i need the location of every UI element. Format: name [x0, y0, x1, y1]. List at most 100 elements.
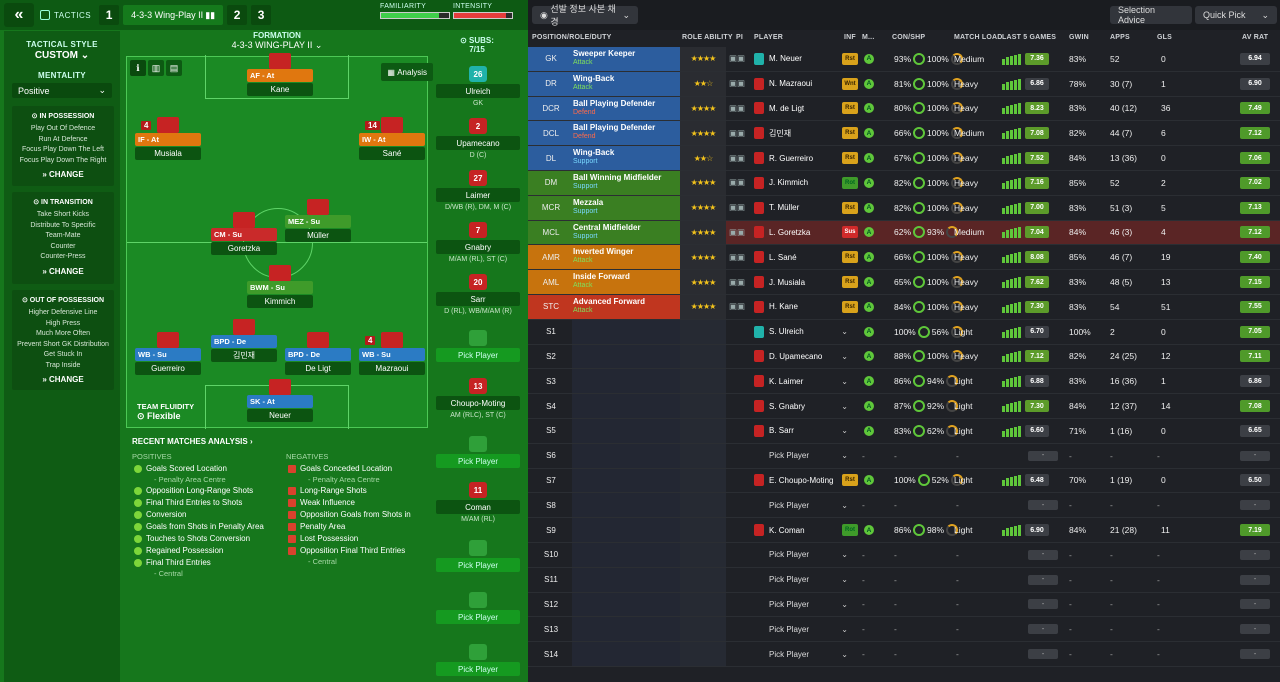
- player-9[interactable]: BPD - De De Ligt: [285, 332, 351, 375]
- player-select[interactable]: M. de Ligt⌄: [754, 97, 848, 121]
- player-select[interactable]: M. Neuer⌄: [754, 47, 848, 71]
- pick-player-select[interactable]: Pick Player ⌄: [754, 642, 848, 666]
- status-badge[interactable]: Rot: [842, 176, 858, 189]
- player-2[interactable]: 4 IF - At Musiala: [135, 117, 201, 160]
- header-pi[interactable]: PI: [736, 34, 744, 41]
- sub-slot[interactable]: Pick Player: [436, 330, 520, 362]
- player-select[interactable]: K. Coman⌄: [754, 518, 848, 542]
- pick-player-select[interactable]: Pick Player ⌄: [754, 617, 848, 641]
- player-select[interactable]: N. Mazraoui⌄: [754, 72, 848, 96]
- sub-slot[interactable]: 13 Choupo-Moting AM (RLC), ST (C): [436, 378, 520, 419]
- player-1[interactable]: AF - At Kane: [247, 53, 313, 96]
- header-apps[interactable]: APPS: [1110, 34, 1130, 41]
- table-row[interactable]: S3 K. Laimer ⌄ A 86% 94% Light 6.88 83% 16 (36) 1 6…: [528, 369, 1280, 395]
- player-select[interactable]: T. Müller⌄: [754, 196, 848, 220]
- sub-name[interactable]: Laimer: [436, 188, 520, 202]
- header-match-load[interactable]: MATCH LOAD: [954, 34, 1003, 41]
- sub-name[interactable]: Gnabry: [436, 240, 520, 254]
- selection-advice-button[interactable]: Selection Advice: [1110, 5, 1192, 25]
- tactic-slot-1[interactable]: 1: [99, 5, 120, 25]
- role-duty[interactable]: Wing-Back Attack: [572, 71, 680, 96]
- pi-icon[interactable]: ▣▣: [729, 251, 746, 262]
- sub-name[interactable]: Sarr: [436, 292, 520, 306]
- player-role[interactable]: WB - Su: [359, 348, 425, 361]
- pick-player-button[interactable]: Pick Player: [436, 610, 520, 624]
- pi-icon[interactable]: ▣▣: [729, 102, 746, 113]
- player-select[interactable]: R. Guerreiro⌄: [754, 146, 848, 170]
- status-badge[interactable]: Rst: [842, 152, 858, 165]
- table-row[interactable]: S4 S. Gnabry ⌄ A 87% 92% Light 7.30 84% 12 (37) 14…: [528, 394, 1280, 419]
- player-select[interactable]: K. Laimer ⌄: [754, 369, 848, 393]
- player-select[interactable]: B. Sarr ⌄: [754, 419, 848, 443]
- pick-player-select[interactable]: Pick Player ⌄: [754, 543, 848, 567]
- status-badge[interactable]: Rot: [842, 524, 858, 537]
- role-duty[interactable]: Ball Winning Midfielder Support: [572, 171, 680, 195]
- table-row[interactable]: S12 Pick Player ⌄ - - - - - - - -: [528, 592, 1280, 618]
- sub-name[interactable]: Coman: [436, 500, 520, 514]
- player-7[interactable]: WB - Su Guerreiro: [135, 332, 201, 375]
- pi-icon[interactable]: ▣▣: [729, 53, 746, 64]
- role-duty[interactable]: Advanced Forward Attack: [572, 295, 680, 319]
- pick-player-select[interactable]: Pick Player ⌄: [754, 568, 848, 592]
- status-badge[interactable]: Rst: [842, 300, 858, 313]
- pick-player-button[interactable]: Pick Player: [436, 558, 520, 572]
- sub-slot[interactable]: 2 Upamecano D (C): [436, 118, 520, 159]
- pick-player-select[interactable]: Pick Player ⌄: [754, 593, 848, 617]
- status-badge[interactable]: Rst: [842, 102, 858, 115]
- role-duty[interactable]: Ball Playing Defender Defend: [572, 96, 680, 121]
- in-transition-change-button[interactable]: » CHANGE: [42, 266, 84, 276]
- table-row[interactable]: DCR Ball Playing Defender Defend ★★★★ ▣▣ M. d…: [528, 96, 1280, 122]
- table-row[interactable]: S13 Pick Player ⌄ - - - - - - - -: [528, 617, 1280, 643]
- role-duty[interactable]: Inverted Winger Attack: [572, 245, 680, 270]
- analysis-button[interactable]: ▦ Analysis: [381, 63, 433, 81]
- role-duty[interactable]: Inside Forward Attack: [572, 270, 680, 294]
- pi-icon[interactable]: ▣▣: [729, 276, 746, 287]
- player-5[interactable]: MEZ - Su Müller: [285, 199, 351, 242]
- header-position[interactable]: POSITION/ROLE/DUTY: [532, 34, 612, 41]
- table-row[interactable]: S2 D. Upamecano ⌄ A 88% 100% Heavy 7.12 82% 24 (2…: [528, 344, 1280, 370]
- pick-player-button[interactable]: Pick Player: [436, 662, 520, 676]
- table-row[interactable]: S9 K. Coman⌄Rot A 86% 98% Light 6.90 84% 21 (28)…: [528, 518, 1280, 543]
- player-select[interactable]: L. Goretzka⌄: [754, 221, 848, 245]
- status-badge[interactable]: Rst: [842, 474, 858, 487]
- header-role-ability[interactable]: ROLE ABILITY: [682, 34, 733, 41]
- pi-icon[interactable]: ▣▣: [729, 127, 746, 138]
- player-role[interactable]: IF - At: [135, 133, 201, 146]
- sub-slot[interactable]: Pick Player: [436, 436, 520, 468]
- player-6[interactable]: BWM - Su Kimmich: [247, 265, 313, 308]
- status-badge[interactable]: Rst: [842, 127, 858, 140]
- player-role[interactable]: BWM - Su: [247, 281, 313, 294]
- header-gls[interactable]: GLS: [1157, 34, 1172, 41]
- player-role[interactable]: SK - At: [247, 395, 313, 408]
- table-row[interactable]: DM Ball Winning Midfielder Support ★★★★ ▣▣ J.…: [528, 171, 1280, 196]
- in-possession-change-button[interactable]: » CHANGE: [42, 170, 84, 179]
- player-role[interactable]: CM - Su: [211, 228, 277, 241]
- tactic-slot-3[interactable]: 3: [251, 5, 272, 25]
- player-select[interactable]: J. Musiala⌄: [754, 270, 848, 294]
- pi-icon[interactable]: ▣▣: [729, 226, 746, 237]
- table-row[interactable]: S8 Pick Player ⌄ - - - - - - - -: [528, 493, 1280, 519]
- status-badge[interactable]: Rst: [842, 276, 858, 289]
- player-select[interactable]: E. Choupo-Moting⌄: [754, 469, 848, 493]
- role-duty[interactable]: Mezzala Support: [572, 195, 680, 220]
- player-role[interactable]: MEZ - Su: [285, 215, 351, 228]
- view-select[interactable]: ◉ 선발 정보 사본 채경 ⌄: [532, 4, 638, 27]
- status-badge[interactable]: Sus: [842, 226, 858, 239]
- header-player[interactable]: PLAYER: [754, 34, 783, 41]
- role-duty[interactable]: Central Midfielder Support: [572, 220, 680, 245]
- header-con-shp[interactable]: CON/SHP: [892, 34, 926, 41]
- pi-icon[interactable]: ▣▣: [729, 202, 746, 213]
- sub-slot[interactable]: Pick Player: [436, 540, 520, 572]
- player-11[interactable]: SK - At Neuer: [247, 379, 313, 422]
- player-10[interactable]: 4 WB - Su Mazraoui: [359, 332, 425, 375]
- sub-slot[interactable]: 7 Gnabry M/AM (RL), ST (C): [436, 222, 520, 263]
- player-select[interactable]: J. Kimmich⌄: [754, 171, 848, 195]
- header-av-rat[interactable]: AV RAT: [1242, 34, 1269, 41]
- table-row[interactable]: S7 E. Choupo-Moting⌄Rst A 100% 52% Light 6.48 7…: [528, 468, 1280, 494]
- player-role[interactable]: AF - At: [247, 69, 313, 82]
- player-select[interactable]: S. Ulreich ⌄: [754, 320, 848, 344]
- sub-slot[interactable]: Pick Player: [436, 644, 520, 676]
